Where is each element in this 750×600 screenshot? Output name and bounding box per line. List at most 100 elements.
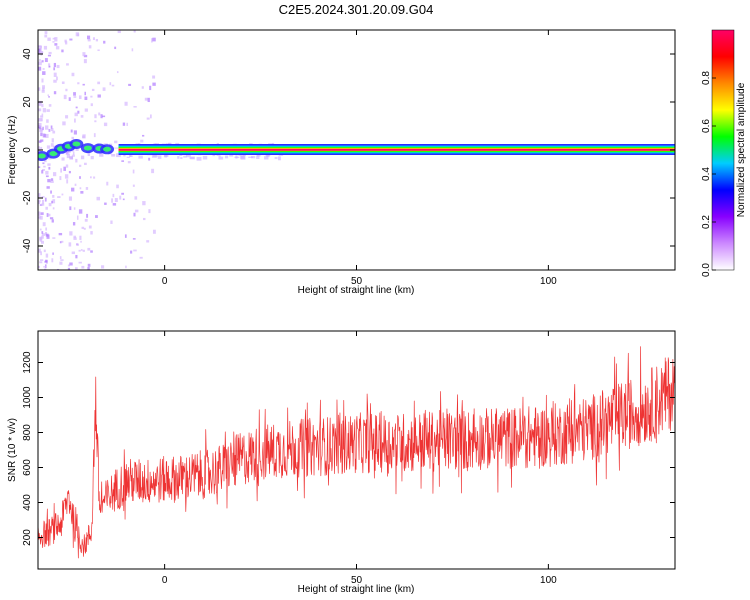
noise-cell bbox=[103, 122, 108, 127]
noise-cell bbox=[124, 234, 127, 238]
noise-cell bbox=[51, 258, 54, 263]
noise-cell bbox=[42, 199, 45, 205]
haze-cell bbox=[256, 155, 260, 160]
noise-cell bbox=[38, 66, 42, 71]
haze-cell bbox=[268, 143, 273, 145]
noise-cell bbox=[151, 38, 153, 43]
noise-cell bbox=[52, 172, 57, 177]
noise-cell bbox=[69, 38, 73, 41]
noise-cell bbox=[56, 76, 58, 81]
noise-cell bbox=[134, 209, 139, 213]
noise-cell bbox=[40, 203, 45, 206]
noise-cell bbox=[104, 202, 107, 205]
haze-cell bbox=[177, 156, 180, 159]
noise-cell bbox=[73, 92, 76, 96]
signal-blob-core bbox=[38, 153, 46, 159]
haze-cell bbox=[157, 155, 162, 159]
y-tick-label: 40 bbox=[22, 48, 33, 60]
noise-cell bbox=[61, 240, 64, 243]
noise-cell bbox=[82, 83, 85, 86]
noise-cell bbox=[142, 201, 146, 206]
spectrogram-y-ticks: -40 -20 0 20 40 bbox=[22, 48, 675, 253]
noise-cell bbox=[87, 267, 90, 270]
noise-cell bbox=[87, 35, 91, 40]
x-tick-label: 50 bbox=[351, 575, 363, 586]
noise-cell bbox=[97, 94, 101, 98]
noise-cell bbox=[47, 94, 50, 97]
noise-cell bbox=[64, 41, 68, 45]
noise-cell bbox=[148, 157, 151, 161]
noise-cell bbox=[43, 266, 47, 268]
colorbar: 0.0 0.2 0.4 0.6 0.8 Normalized spectral ampl… bbox=[701, 29, 747, 277]
noise-cell bbox=[121, 160, 125, 162]
colorbar-ticks: 0.0 0.2 0.4 0.6 0.8 bbox=[701, 71, 716, 277]
haze-cell bbox=[266, 154, 271, 156]
noise-cell bbox=[97, 81, 101, 85]
noise-cell bbox=[90, 176, 92, 179]
noise-cell bbox=[146, 240, 150, 243]
noise-cell bbox=[71, 187, 75, 192]
noise-cell bbox=[60, 259, 64, 261]
y-tick-label: 200 bbox=[22, 529, 33, 546]
noise-cell bbox=[73, 237, 77, 240]
haze-cell bbox=[180, 157, 183, 160]
noise-cell bbox=[132, 238, 136, 240]
noise-cell bbox=[47, 54, 51, 57]
noise-cell bbox=[39, 47, 42, 52]
noise-cell bbox=[80, 249, 83, 251]
noise-cell bbox=[45, 133, 49, 138]
y-tick-label: -40 bbox=[22, 238, 33, 253]
noise-cell bbox=[111, 198, 114, 203]
noise-cell bbox=[70, 129, 73, 133]
noise-cell bbox=[132, 184, 135, 187]
y-tick-label: 0 bbox=[22, 147, 33, 153]
noise-cell bbox=[48, 129, 51, 132]
noise-cell bbox=[43, 45, 48, 50]
noise-cell bbox=[133, 30, 136, 33]
noise-cell bbox=[125, 265, 127, 269]
y-tick-label: 1000 bbox=[22, 386, 33, 409]
spectrogram-y-label: Frequency (Hz) bbox=[7, 116, 18, 185]
noise-cell bbox=[75, 254, 78, 259]
signal-blob-core bbox=[103, 146, 112, 152]
noise-cell bbox=[42, 222, 46, 227]
noise-cell bbox=[54, 43, 58, 46]
noise-cell bbox=[46, 145, 51, 149]
noise-cell bbox=[52, 195, 55, 198]
noise-cell bbox=[38, 199, 41, 203]
haze-cell bbox=[248, 156, 254, 158]
noise-cell bbox=[84, 108, 88, 112]
noise-cell bbox=[72, 151, 75, 155]
noise-cell bbox=[130, 250, 133, 254]
noise-cell bbox=[67, 264, 70, 267]
noise-cell bbox=[112, 203, 117, 206]
noise-cell bbox=[41, 89, 45, 93]
noise-cell bbox=[52, 207, 55, 210]
noise-cell bbox=[84, 96, 88, 101]
signal-blob-core bbox=[49, 151, 58, 157]
noise-cell bbox=[59, 261, 63, 265]
noise-cell bbox=[95, 215, 98, 218]
noise-cell bbox=[45, 170, 49, 175]
noise-cell bbox=[84, 162, 87, 166]
x-tick-label: 50 bbox=[351, 276, 363, 287]
noise-cell bbox=[42, 71, 46, 75]
noise-cell bbox=[38, 108, 42, 112]
noise-cell bbox=[47, 179, 51, 183]
noise-cell bbox=[93, 176, 96, 179]
haze-cell bbox=[111, 154, 116, 157]
noise-cell bbox=[43, 133, 47, 138]
noise-cell bbox=[73, 235, 77, 239]
noise-cell bbox=[90, 231, 93, 235]
noise-cell bbox=[63, 94, 67, 100]
y-tick-label: 400 bbox=[22, 494, 33, 511]
noise-cell bbox=[42, 162, 45, 165]
noise-cell bbox=[42, 87, 45, 91]
noise-cell bbox=[79, 164, 82, 167]
noise-cell bbox=[42, 126, 44, 131]
noise-cell bbox=[110, 220, 113, 224]
noise-cell bbox=[98, 112, 101, 116]
noise-cell bbox=[39, 236, 43, 241]
noise-cell bbox=[128, 83, 132, 86]
haze-cell bbox=[114, 147, 119, 149]
